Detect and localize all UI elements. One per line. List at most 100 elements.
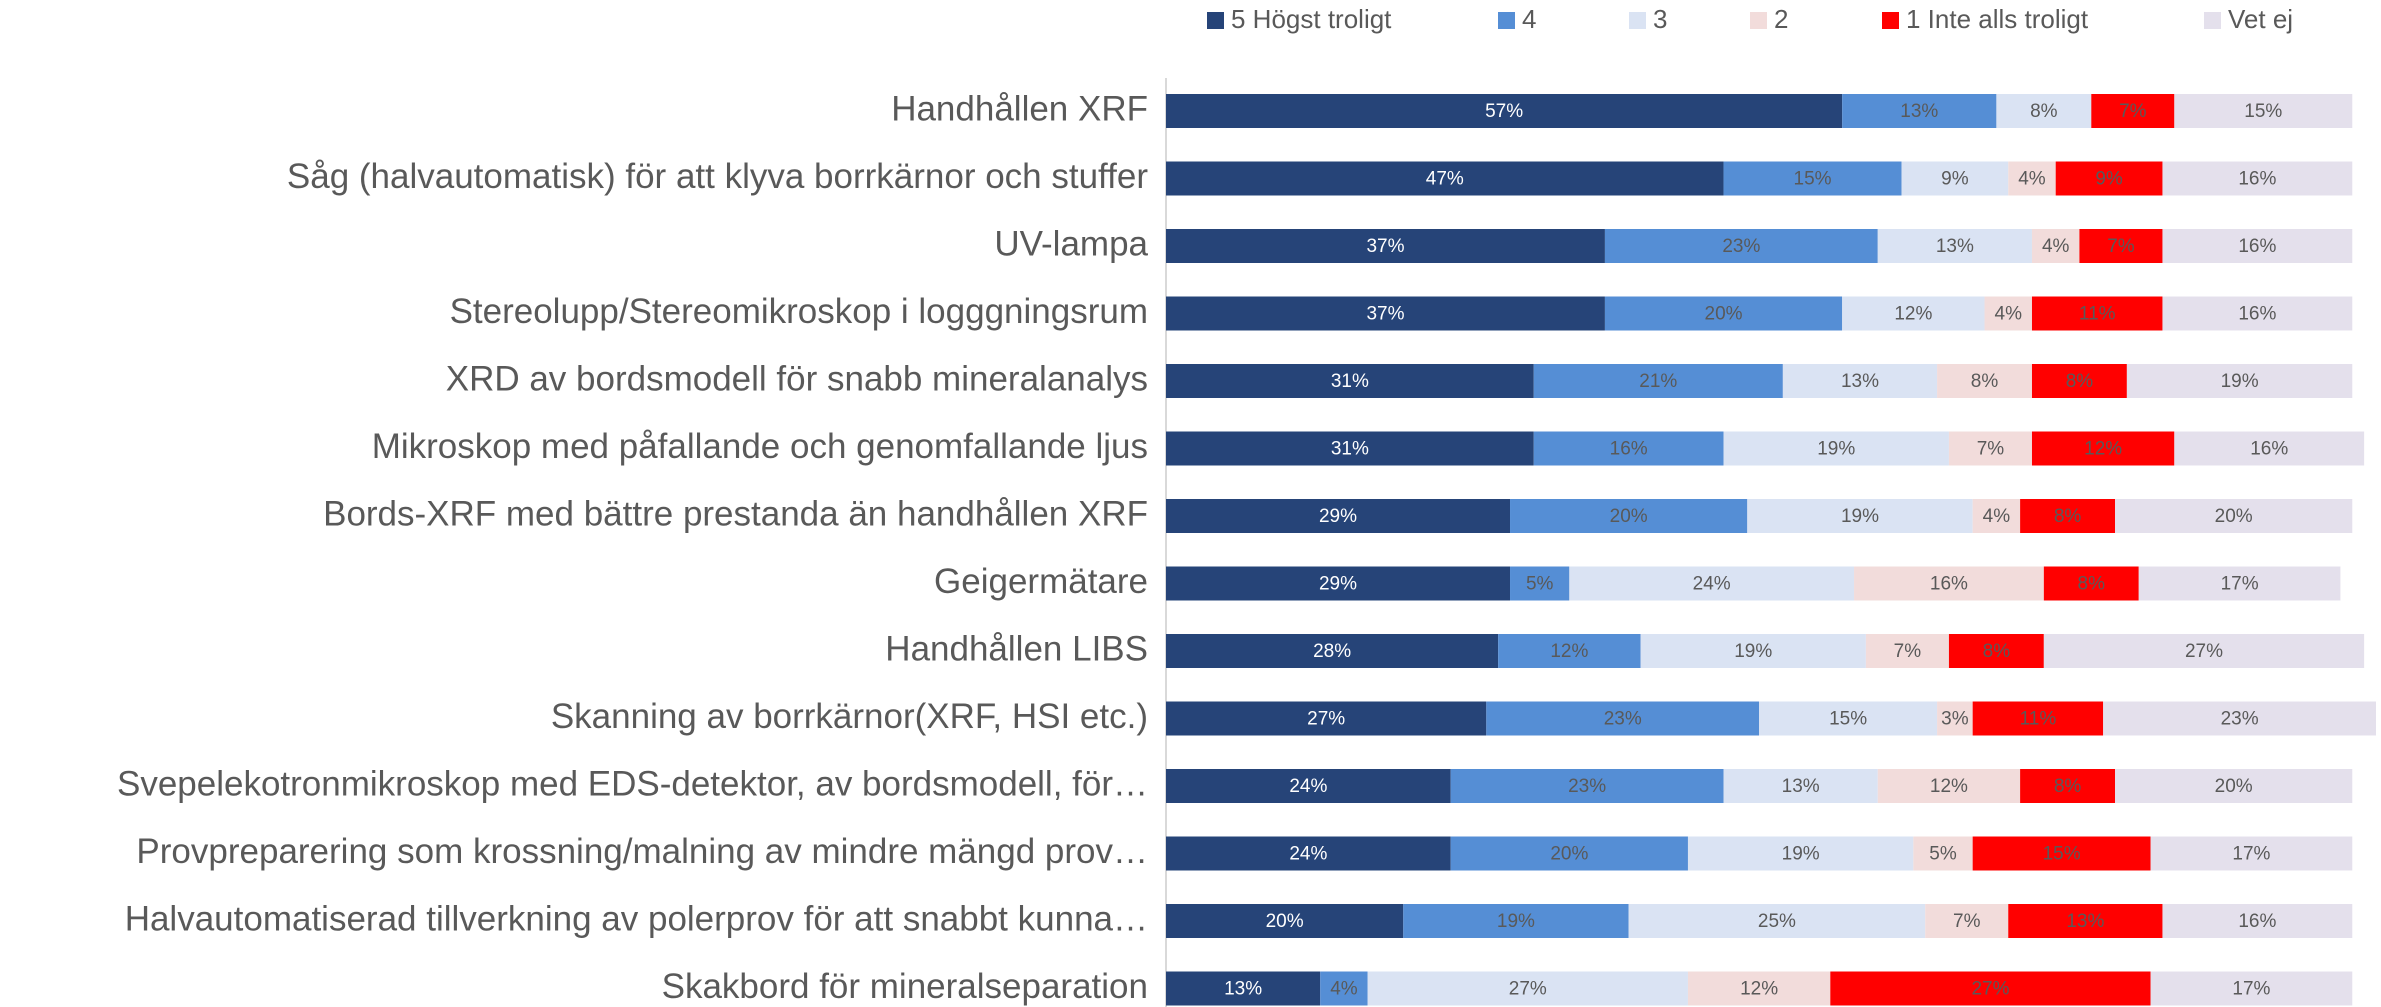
- data-label: 8%: [1983, 641, 2011, 662]
- bar-segment: [2043, 634, 2365, 668]
- legend-swatch: [1498, 12, 1515, 29]
- bar-segment: [2103, 701, 2376, 736]
- data-label: 13%: [1224, 979, 1262, 1000]
- bar-segment: [1166, 499, 1511, 533]
- bar-segment: [1628, 904, 1926, 938]
- bar-segment: [1320, 971, 1368, 1006]
- data-label: 57%: [1485, 101, 1523, 122]
- data-label: 7%: [1977, 439, 2005, 460]
- data-label: 16%: [2238, 911, 2276, 932]
- data-label: 19%: [1841, 506, 1879, 527]
- bar-segment: [1533, 364, 1783, 398]
- data-label: 29%: [1319, 574, 1357, 595]
- data-label: 13%: [1782, 776, 1820, 797]
- bar-segment: [2162, 229, 2353, 263]
- bar-segment: [1166, 161, 1724, 196]
- category-label: Skanning av borrkärnor(XRF, HSI etc.): [551, 697, 1148, 736]
- data-label: 16%: [2238, 304, 2276, 325]
- bar-segment: [2020, 499, 2116, 533]
- data-label: 8%: [1971, 371, 1999, 392]
- bar-segment: [1166, 904, 1404, 938]
- legend-swatch: [1629, 12, 1646, 29]
- data-label: 15%: [1829, 709, 1867, 730]
- data-label: 31%: [1331, 371, 1369, 392]
- category-label: Svepelekotronmikroskop med EDS-detektor,…: [117, 764, 1148, 803]
- data-label: 7%: [2119, 101, 2147, 122]
- data-label: 13%: [2066, 911, 2104, 932]
- bar-segment: [1830, 971, 2151, 1006]
- bar-segment: [2126, 364, 2353, 398]
- data-label: 5%: [1929, 844, 1957, 865]
- data-label: 8%: [2054, 506, 2082, 527]
- bar-segment: [1948, 634, 2044, 668]
- bar-segment: [2043, 566, 2139, 601]
- data-label: 29%: [1319, 506, 1357, 527]
- data-label: 20%: [1705, 304, 1743, 325]
- data-label: 8%: [2066, 371, 2094, 392]
- bar-segment: [2008, 161, 2056, 196]
- bar-segment: [2031, 364, 2127, 398]
- data-label: 19%: [1817, 439, 1855, 460]
- bar-segment: [1604, 296, 1843, 331]
- data-label: 27%: [1971, 979, 2009, 1000]
- legend-label: 5 Högst troligt: [1231, 4, 1392, 34]
- data-label: 28%: [1313, 641, 1351, 662]
- bar-segment: [2031, 296, 2163, 331]
- data-label: 12%: [1930, 776, 1968, 797]
- bar-segment: [2031, 431, 2175, 466]
- data-label: 7%: [2107, 236, 2135, 257]
- data-label: 20%: [2215, 776, 2253, 797]
- bar-segment: [1747, 499, 1973, 533]
- category-label: Mikroskop med påfallande och genomfallan…: [372, 427, 1148, 466]
- data-label: 15%: [1794, 169, 1832, 190]
- bar-segment: [1925, 904, 2009, 938]
- data-label: 12%: [1894, 304, 1932, 325]
- bar-segment: [1842, 94, 1997, 128]
- bar-segment: [1687, 971, 1831, 1006]
- data-label: 4%: [1983, 506, 2011, 527]
- bar-segment: [1450, 769, 1724, 803]
- data-label: 4%: [2042, 236, 2070, 257]
- bar-segment: [1569, 566, 1855, 601]
- bar-segment: [1984, 296, 2032, 331]
- data-label: 16%: [1930, 574, 1968, 595]
- bar-segment: [1723, 161, 1902, 196]
- category-label: UV-lampa: [994, 224, 1148, 263]
- data-label: 8%: [2078, 574, 2106, 595]
- bar-segment: [1166, 364, 1534, 398]
- data-label: 17%: [2232, 844, 2270, 865]
- bar-segment: [1901, 161, 2009, 196]
- bar-segment: [1913, 836, 1973, 871]
- data-label: 15%: [2043, 844, 2081, 865]
- data-label: 12%: [1550, 641, 1588, 662]
- data-label: 12%: [2084, 439, 2122, 460]
- data-label: 12%: [1740, 979, 1778, 1000]
- bar-segment: [2115, 499, 2353, 533]
- category-label: Stereolupp/Stereomikroskop i logggningsr…: [450, 292, 1148, 331]
- data-label: 8%: [2030, 101, 2058, 122]
- data-label: 16%: [2238, 236, 2276, 257]
- bar-segment: [2031, 229, 2080, 263]
- category-label: Geigermätare: [934, 562, 1148, 601]
- bar-segment: [2162, 161, 2353, 196]
- legend-label: 1 Inte alls troligt: [1906, 4, 2089, 34]
- data-label: 9%: [2095, 169, 2123, 190]
- category-label: Bords-XRF med bättre prestanda än handhå…: [323, 494, 1148, 533]
- data-label: 8%: [2054, 776, 2082, 797]
- bar-segment: [1166, 296, 1605, 331]
- data-label: 19%: [1782, 844, 1820, 865]
- bar-segment: [1723, 431, 1949, 466]
- data-label: 20%: [1550, 844, 1588, 865]
- bar-segment: [1865, 634, 1949, 668]
- data-label: 11%: [2079, 304, 2116, 325]
- bar-segment: [1723, 769, 1878, 803]
- bar-segment: [2079, 229, 2163, 263]
- bar-segment: [1782, 364, 1938, 398]
- bar-segment: [1972, 836, 2151, 871]
- bar-segment: [1498, 634, 1641, 668]
- bar-segment: [1166, 94, 1843, 128]
- bar-segment: [1937, 364, 2032, 398]
- data-label: 5%: [1526, 574, 1554, 595]
- bar-segment: [1687, 836, 1914, 871]
